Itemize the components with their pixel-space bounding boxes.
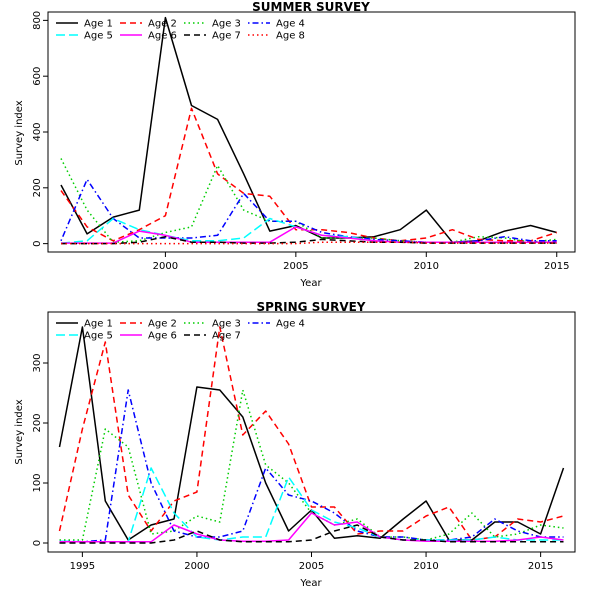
spring-legend-label: Age 7 <box>212 331 241 342</box>
summer-series-age-6-line <box>61 226 557 244</box>
summer-x-tick-label: 2005 <box>283 261 308 272</box>
summer-y-tick-label: 200 <box>32 178 43 197</box>
summer-y-tick-label: 600 <box>32 67 43 86</box>
spring-survey-title: SPRING SURVEY <box>256 300 365 314</box>
summer-series-age-2-line <box>60 107 557 242</box>
spring-plot-frame <box>47 311 576 553</box>
summer-series-age-7-line <box>61 235 557 245</box>
spring-x-tick-label: 2005 <box>299 561 324 572</box>
spring-series-age-2-line <box>58 326 564 541</box>
summer-survey-panel: SUMMER SURVEY Year Survey index 2000 2005… <box>14 0 576 289</box>
spring-y-tick-label: 0 <box>32 540 43 546</box>
spring-legend-label: Age 4 <box>276 319 305 330</box>
summer-survey-title: SUMMER SURVEY <box>252 0 370 14</box>
summer-legend-label: Age 8 <box>276 31 305 42</box>
summer-series-age-8-line <box>61 241 557 245</box>
spring-legend-label: Age 2 <box>148 319 177 330</box>
summer-x-tick-label: 2000 <box>153 261 178 272</box>
summer-y-tick-label: 400 <box>32 122 43 141</box>
summer-legend-label: Age 7 <box>212 31 241 42</box>
summer-legend-label: Age 1 <box>84 19 113 30</box>
summer-legend-label: Age 6 <box>148 31 177 42</box>
spring-series-age-6-line <box>59 512 564 543</box>
spring-survey-xlabel: Year <box>299 578 322 589</box>
spring-x-tick-label: 2000 <box>184 561 209 572</box>
summer-legend-label: Age 3 <box>212 19 241 30</box>
spring-legend-label: Age 6 <box>148 331 177 342</box>
summer-legend-label: Age 4 <box>276 19 305 30</box>
summer-survey-ylabel: Survey index <box>14 100 25 165</box>
summer-x-tick-label: 2010 <box>414 261 439 272</box>
spring-x-tick-label: 1995 <box>70 561 95 572</box>
summer-y-tick-label: 0 <box>32 240 43 246</box>
spring-series-age-5-line <box>59 467 564 543</box>
spring-survey-ylabel: Survey index <box>14 399 25 464</box>
spring-series-age-4-line <box>59 389 564 543</box>
spring-legend-label: Age 1 <box>84 319 113 330</box>
summer-plot-frame <box>47 11 576 253</box>
summer-legend: Age 1 Age 2 Age 3 Age 4 Age 5 Age 6 Age 7 Age 8 <box>56 19 305 42</box>
spring-y-tick-label: 200 <box>32 413 43 432</box>
spring-survey-panel: SPRING SURVEY Year Survey index 1995 2000… <box>14 300 576 589</box>
summer-x-tick-label: 2015 <box>544 261 569 272</box>
summer-series-age-1-line <box>60 16 557 243</box>
spring-y-tick-label: 100 <box>32 473 43 492</box>
spring-legend-label: Age 3 <box>212 319 241 330</box>
spring-y-tick-label: 300 <box>32 353 43 372</box>
summer-survey-xlabel: Year <box>299 278 322 289</box>
spring-series-age-1-line <box>58 326 565 541</box>
summer-series-age-4-line <box>60 178 557 243</box>
spring-x-tick-label: 2015 <box>528 561 553 572</box>
spring-legend-label: Age 5 <box>84 331 113 342</box>
summer-y-tick-label: 800 <box>32 11 43 30</box>
spring-series-age-7-line <box>59 524 564 544</box>
summer-legend-label: Age 5 <box>84 31 113 42</box>
spring-legend: Age 1 Age 2 Age 3 Age 4 Age 5 Age 6 Age 7 <box>56 319 305 342</box>
spring-x-tick-label: 2010 <box>413 561 438 572</box>
summer-legend-label: Age 2 <box>148 19 177 30</box>
summer-series-age-3-line <box>60 158 557 243</box>
